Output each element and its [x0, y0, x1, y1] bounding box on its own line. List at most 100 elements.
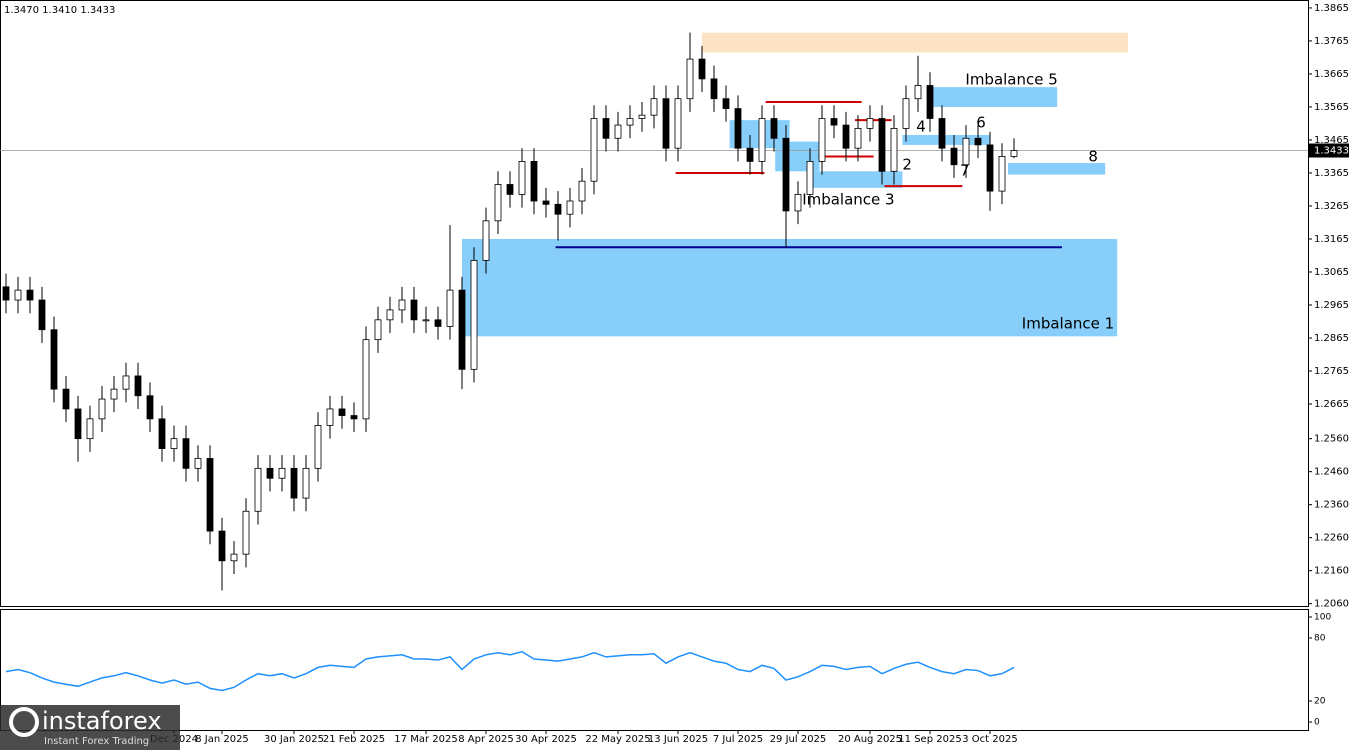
candle-body — [854, 127, 862, 149]
candle-body — [650, 98, 658, 116]
candle-body — [950, 147, 958, 166]
candle-body — [806, 161, 814, 195]
candle-body — [98, 398, 106, 420]
candle-body — [554, 203, 562, 215]
candle-body — [578, 180, 586, 202]
candle-body — [494, 184, 502, 222]
y-tick-label: 1.2965 — [1314, 300, 1349, 311]
candle-body — [314, 425, 322, 469]
x-tick-label: 20 Aug 2025 — [838, 734, 902, 745]
x-tick-label: 8 Jan 2025 — [195, 734, 249, 745]
x-tick-label: 21 Feb 2025 — [323, 734, 385, 745]
y-tick-label: 1.3865 — [1314, 3, 1349, 14]
zone — [902, 134, 990, 145]
annotation: 7 — [960, 161, 970, 179]
candle-body — [842, 124, 850, 149]
candle-body — [362, 339, 370, 420]
indicator-tick-label: 20 — [1314, 697, 1326, 707]
candle-body — [74, 408, 82, 440]
y-tick-label: 1.2360 — [1314, 500, 1349, 511]
zone — [807, 171, 903, 188]
candle-body — [530, 161, 538, 202]
candle-body — [674, 98, 682, 149]
x-tick-label: 13 Jun 2025 — [648, 734, 708, 745]
logo-tagline: Instant Forex Trading — [44, 736, 149, 747]
candle-body — [218, 530, 226, 562]
y-tick-label: 1.3465 — [1314, 135, 1349, 146]
candle-body — [566, 200, 574, 215]
candle-body — [890, 127, 898, 172]
x-tick-label: 11 Sep 2025 — [898, 734, 961, 745]
y-tick-label: 1.2560 — [1314, 434, 1349, 445]
y-tick-label: 1.3565 — [1314, 102, 1349, 113]
zone — [1008, 163, 1106, 175]
candle-body — [866, 118, 874, 129]
y-tick-label: 1.2160 — [1314, 566, 1349, 577]
header-text: 1.3470 1.3410 1.3433 — [4, 5, 115, 16]
candle-body — [398, 299, 406, 311]
candle-body — [386, 309, 394, 321]
candle-body — [710, 78, 718, 100]
annotation: Imbalance 1 — [1022, 315, 1114, 333]
candle-body — [830, 118, 838, 126]
x-tick-label: 30 Jan 2025 — [264, 734, 324, 745]
candle-body — [326, 408, 334, 426]
candle-body — [638, 114, 646, 119]
candle-body — [86, 418, 94, 440]
x-tick-label: 29 Jul 2025 — [770, 734, 827, 745]
last-price-label: 1.3433 — [1314, 146, 1349, 157]
candle-body — [986, 144, 994, 192]
indicator-tick-label: 80 — [1314, 634, 1326, 644]
candle-body — [230, 553, 238, 562]
candle-body — [914, 85, 922, 100]
candle-body — [446, 289, 454, 327]
candle-body — [422, 319, 430, 322]
logo-icon — [9, 707, 39, 737]
annotation: Imbalance 3 — [802, 191, 894, 209]
candle-body — [746, 147, 754, 162]
last-price-box — [1309, 143, 1349, 158]
y-tick-label: 1.2865 — [1314, 333, 1349, 344]
annotation: 6 — [976, 113, 986, 131]
candle-body — [302, 467, 310, 499]
candle-body — [662, 98, 670, 149]
candle-body — [170, 438, 178, 449]
candle-body — [158, 418, 166, 449]
x-tick-label: 3 Oct 2025 — [962, 734, 1017, 745]
zone — [702, 32, 1128, 53]
y-tick-label: 1.3665 — [1314, 69, 1349, 80]
candle-body — [194, 458, 202, 469]
plot: Imbalance 5 Imbalance 3 Imbalance 1 2 4 6 7 8 1.… — [0, 3, 1349, 745]
candle-body — [26, 289, 34, 301]
candle-body — [998, 156, 1006, 192]
candle-body — [938, 118, 946, 149]
candle-body — [110, 388, 118, 400]
candle-body — [290, 467, 298, 499]
y-tick-label: 1.2665 — [1314, 399, 1349, 410]
candle-body — [2, 286, 10, 301]
candle-body — [410, 299, 418, 321]
y-tick-label: 1.2460 — [1314, 467, 1349, 478]
candle-body — [602, 118, 610, 139]
candle-body — [242, 510, 250, 555]
y-tick-label: 1.3365 — [1314, 168, 1349, 179]
candle-body — [278, 467, 286, 479]
candle-body — [374, 319, 382, 341]
y-tick-label: 1.3165 — [1314, 234, 1349, 245]
logo: instaforex Instant Forex Trading — [0, 705, 180, 750]
x-tick-label: 30 Apr 2025 — [515, 734, 577, 745]
main-panel — [0, 0, 1309, 607]
indicator-tick-label: 100 — [1314, 613, 1331, 623]
candle-body — [974, 137, 982, 146]
candle-body — [122, 375, 130, 390]
indicator-panel — [0, 609, 1309, 731]
annotation: 2 — [902, 156, 912, 174]
candle-body — [878, 118, 886, 172]
zone — [930, 87, 1058, 107]
candle-body — [458, 289, 466, 370]
candle-body — [50, 329, 58, 390]
annotation: 4 — [916, 118, 926, 136]
zone — [462, 238, 1118, 337]
candle-body — [206, 458, 214, 532]
